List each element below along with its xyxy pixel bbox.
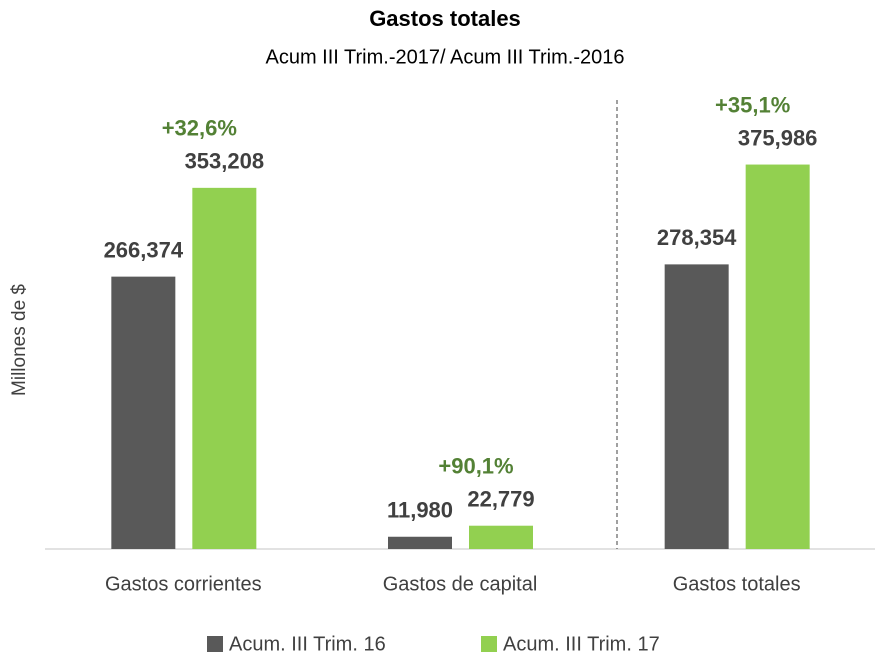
chart-subtitle: Acum III Trim.-2017/ Acum III Trim.-2016 xyxy=(266,46,625,68)
data-label: 11,980 xyxy=(387,498,453,523)
annotation: +32,6% xyxy=(162,116,237,141)
annotation: +35,1% xyxy=(715,92,790,117)
x-tick-label: Gastos totales xyxy=(673,573,801,595)
data-label: 278,354 xyxy=(657,225,737,250)
y-axis-label: Millones de $ xyxy=(9,284,30,396)
bar xyxy=(469,525,533,549)
legend-swatch xyxy=(207,636,223,652)
x-tick-label: Gastos de capital xyxy=(383,573,538,595)
data-label: 375,986 xyxy=(738,125,818,150)
data-label: 266,374 xyxy=(104,237,184,262)
legend-label: Acum. III Trim. 17 xyxy=(503,633,660,655)
bar xyxy=(192,187,257,549)
data-label: 22,779 xyxy=(467,487,534,512)
annotation: +90,1% xyxy=(438,454,513,479)
legend-label: Acum. III Trim. 16 xyxy=(229,633,386,655)
bar xyxy=(388,536,452,549)
legend-swatch xyxy=(481,636,497,652)
data-label: 353,208 xyxy=(185,149,265,174)
chart-title: Gastos totales xyxy=(369,6,521,31)
bar xyxy=(745,164,810,549)
x-tick-label: Gastos corrientes xyxy=(105,573,262,595)
bar xyxy=(111,276,176,549)
bar xyxy=(664,264,729,549)
